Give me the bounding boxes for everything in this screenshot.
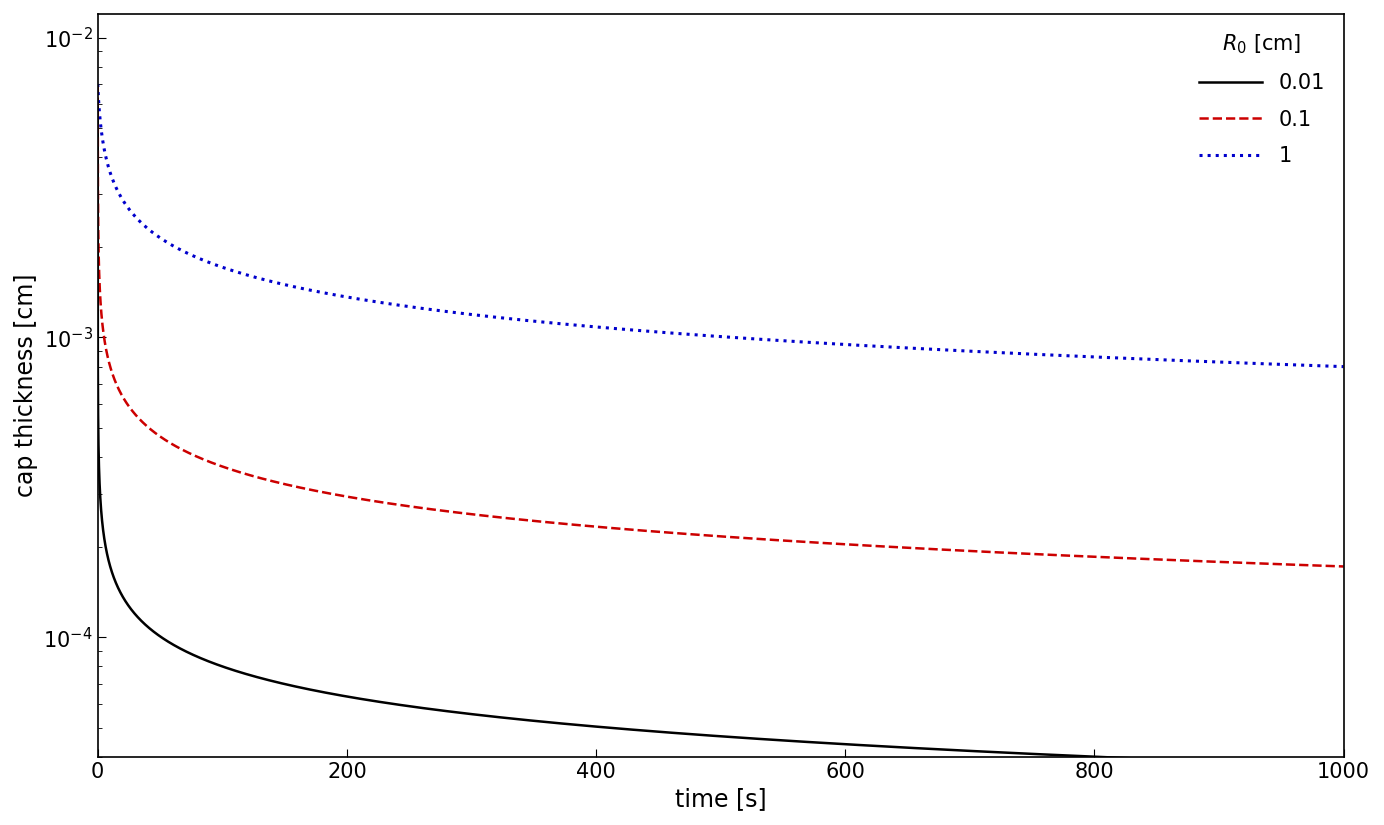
Line: 0.1: 0.1	[98, 84, 1344, 567]
1	[174, 246, 191, 256]
0.1	[840, 540, 857, 549]
0.01	[566, 719, 583, 729]
1	[90, 79, 107, 89]
0.01	[1336, 761, 1352, 771]
1	[1014, 349, 1031, 359]
0.01	[1014, 748, 1031, 758]
0.1	[174, 445, 191, 455]
1	[389, 300, 406, 310]
0.1	[566, 520, 583, 530]
Line: 1: 1	[98, 84, 1344, 366]
Line: 0.01: 0.01	[98, 106, 1344, 766]
0.1	[765, 535, 782, 544]
Y-axis label: cap thickness [cm]: cap thickness [cm]	[14, 274, 37, 497]
1	[566, 320, 583, 330]
1	[765, 335, 782, 345]
0.1	[389, 500, 406, 510]
1	[840, 340, 857, 350]
X-axis label: time [s]: time [s]	[675, 787, 767, 811]
0.1	[1336, 562, 1352, 572]
0.01	[389, 700, 406, 710]
0.1	[90, 79, 107, 89]
1	[1336, 361, 1352, 371]
0.01	[90, 101, 107, 111]
0.01	[174, 644, 191, 654]
0.1	[1014, 549, 1031, 559]
Legend: 0.01, 0.1, 1: 0.01, 0.1, 1	[1192, 24, 1333, 175]
0.01	[840, 739, 857, 749]
0.01	[765, 735, 782, 745]
